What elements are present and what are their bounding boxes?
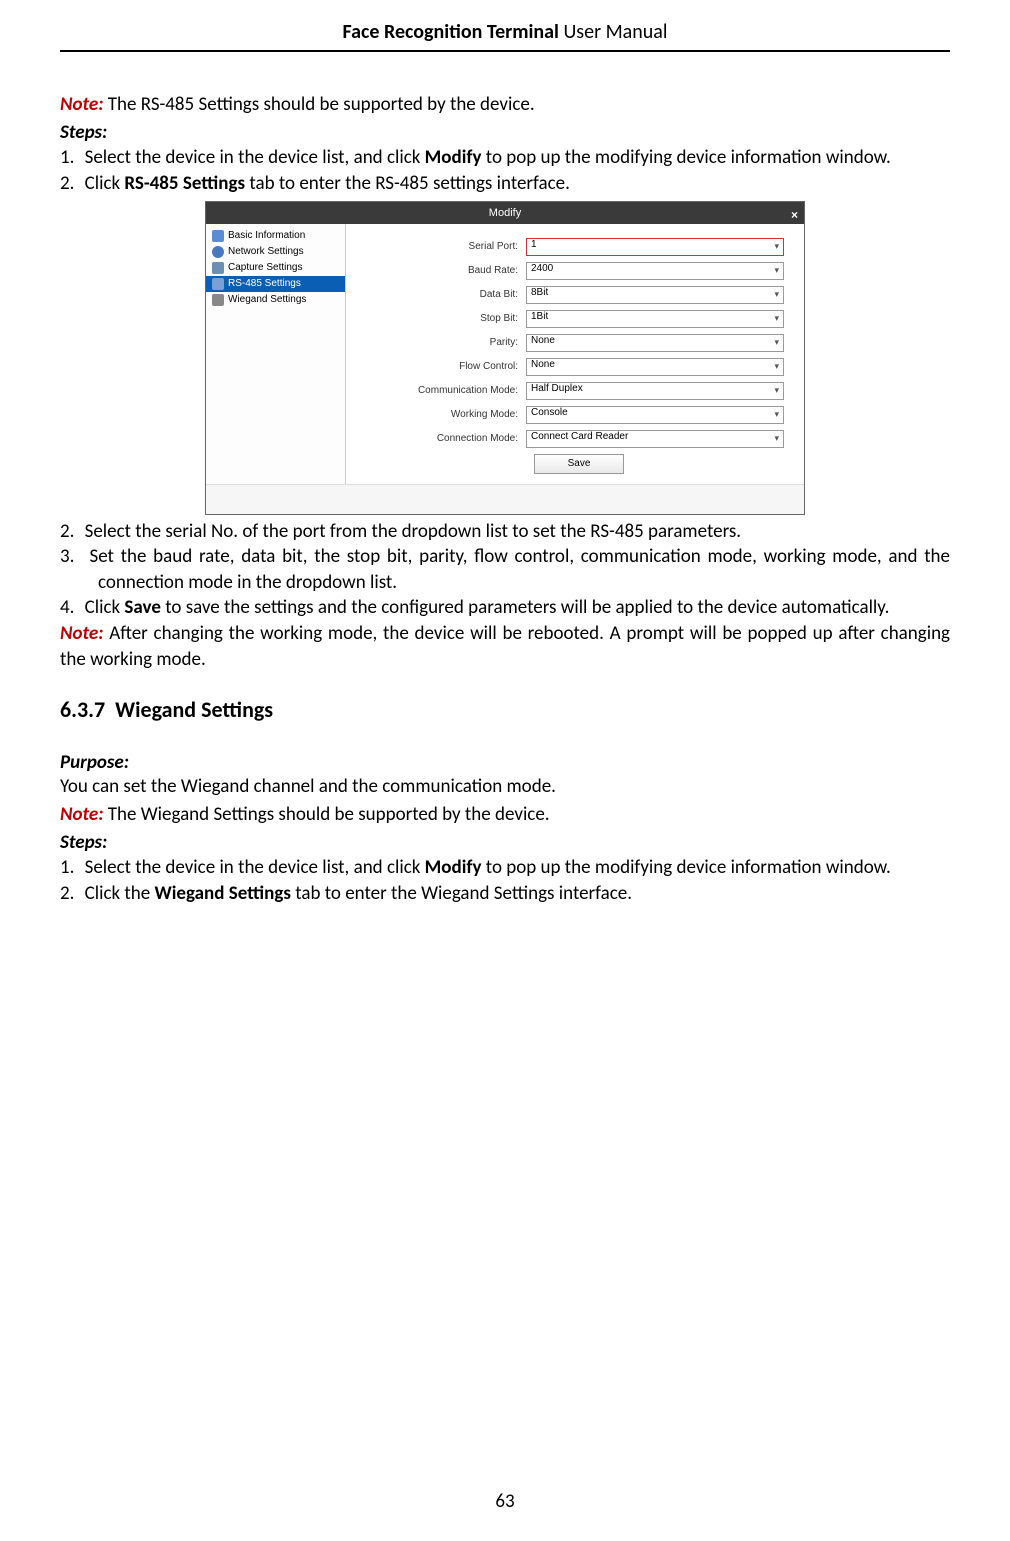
note-label: Note: [60,93,103,116]
section-title: Wiegand Settings [115,696,273,723]
close-icon[interactable]: × [791,204,798,226]
header-title-bold: Face Recognition Terminal [343,20,559,44]
form-row: Flow Control:None▾ [356,358,784,376]
form-label: Connection Mode: [356,433,526,444]
sidebar-item-label: Wiegand Settings [228,294,306,305]
form-row: Communication Mode:Half Duplex▾ [356,382,784,400]
page-number: 63 [0,1490,1010,1513]
note-1: Note: The RS-485 Settings should be supp… [60,92,950,118]
chevron-down-icon: ▾ [774,409,779,420]
dialog-title: Modify [489,207,521,219]
step-item: 2. Click RS-485 Settings tab to enter th… [60,171,950,197]
note-text: The Wiegand Settings should be supported… [103,803,549,826]
form-row: Working Mode:Console▾ [356,406,784,424]
sidebar-item-label: Network Settings [228,246,304,257]
dialog-form: Serial Port:1▾Baud Rate:2400▾Data Bit:8B… [346,224,804,484]
note-text: After changing the working mode, the dev… [60,622,950,671]
step-item: 1. Select the device in the device list,… [60,145,950,171]
note-2: Note: After changing the working mode, t… [60,621,950,672]
sidebar-icon [212,262,224,274]
form-label: Parity: [356,337,526,348]
form-label: Baud Rate: [356,265,526,276]
sidebar-icon [212,278,224,290]
form-dropdown[interactable]: Half Duplex▾ [526,382,784,400]
header-title-rest: User Manual [559,20,668,44]
chevron-down-icon: ▾ [774,385,779,396]
note-label: Note: [60,622,103,645]
form-dropdown[interactable]: Console▾ [526,406,784,424]
step-item: 1. Select the device in the device list,… [60,855,950,881]
steps-list-3: 1. Select the device in the device list,… [60,855,950,906]
sidebar-item[interactable]: RS-485 Settings [206,276,345,292]
dialog-sidebar: Basic Information Network Settings Capture… [206,224,346,484]
sidebar-item-label: Basic Information [228,230,305,241]
sidebar-item[interactable]: Basic Information [206,228,345,244]
sidebar-item-label: Capture Settings [228,262,303,273]
step-item: 4. Click Save to save the settings and t… [60,595,950,621]
save-button[interactable]: Save [534,454,624,474]
form-dropdown[interactable]: None▾ [526,334,784,352]
chevron-down-icon: ▾ [774,361,779,372]
section-num: 6.3.7 [60,696,105,723]
form-dropdown[interactable]: 1▾ [526,238,784,256]
form-row: Baud Rate:2400▾ [356,262,784,280]
purpose-label: Purpose: [60,751,950,774]
sidebar-item-label: RS-485 Settings [228,278,301,289]
form-label: Flow Control: [356,361,526,372]
modify-dialog: Modify × Basic Information Network Settin… [205,201,805,515]
form-row: Data Bit:8Bit▾ [356,286,784,304]
form-dropdown[interactable]: Connect Card Reader▾ [526,430,784,448]
step-item: 3. Set the baud rate, data bit, the stop… [60,544,950,595]
steps-list-1: 1. Select the device in the device list,… [60,145,950,196]
sidebar-icon [212,294,224,306]
form-dropdown[interactable]: 1Bit▾ [526,310,784,328]
note-text: The RS-485 Settings should be supported … [103,93,534,116]
form-dropdown[interactable]: 2400▾ [526,262,784,280]
form-row: Stop Bit:1Bit▾ [356,310,784,328]
note-3: Note: The Wiegand Settings should be sup… [60,802,950,828]
chevron-down-icon: ▾ [774,241,779,252]
form-row: Serial Port:1▾ [356,238,784,256]
note-label: Note: [60,803,103,826]
form-label: Working Mode: [356,409,526,420]
sidebar-item[interactable]: Wiegand Settings [206,292,345,308]
form-row: Parity:None▾ [356,334,784,352]
chevron-down-icon: ▾ [774,289,779,300]
section-heading: 6.3.7 Wiegand Settings [60,696,950,723]
sidebar-item[interactable]: Network Settings [206,244,345,260]
purpose-text: You can set the Wiegand channel and the … [60,774,950,800]
form-label: Serial Port: [356,241,526,252]
sidebar-icon [212,246,224,258]
dialog-titlebar: Modify × [206,202,804,224]
sidebar-item[interactable]: Capture Settings [206,260,345,276]
form-row: Connection Mode:Connect Card Reader▾ [356,430,784,448]
step-item: 2. Click the Wiegand Settings tab to ent… [60,881,950,907]
sidebar-icon [212,230,224,242]
form-label: Data Bit: [356,289,526,300]
chevron-down-icon: ▾ [774,313,779,324]
chevron-down-icon: ▾ [774,433,779,444]
form-dropdown[interactable]: 8Bit▾ [526,286,784,304]
steps-list-2: 2. Select the serial No. of the port fro… [60,519,950,622]
dialog-screenshot: Modify × Basic Information Network Settin… [60,201,950,515]
form-dropdown[interactable]: None▾ [526,358,784,376]
steps-label-1: Steps: [60,120,950,146]
dialog-bottom [206,484,804,514]
form-label: Communication Mode: [356,385,526,396]
steps-label-3: Steps: [60,830,950,856]
step-item: 2. Select the serial No. of the port fro… [60,519,950,545]
chevron-down-icon: ▾ [774,265,779,276]
page-header: Face Recognition Terminal User Manual [60,20,950,52]
form-label: Stop Bit: [356,313,526,324]
chevron-down-icon: ▾ [774,337,779,348]
